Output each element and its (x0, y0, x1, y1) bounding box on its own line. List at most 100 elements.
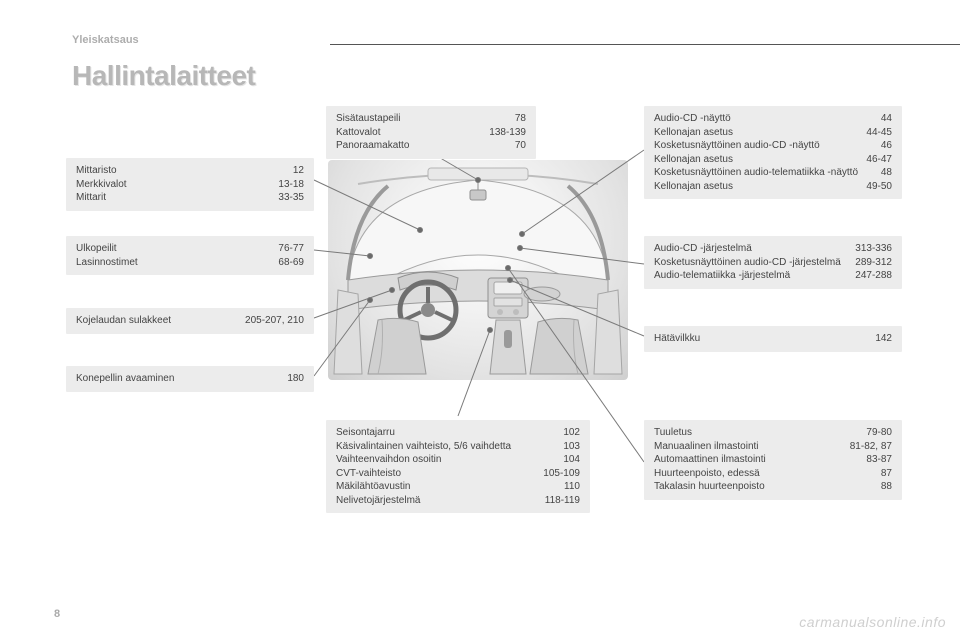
callout-label: Panoraamakatto (336, 139, 503, 153)
section-label: Yleiskatsaus (72, 34, 139, 46)
callout-page-ref: 110 (564, 480, 580, 494)
callout-label: Audio-CD -järjestelmä (654, 242, 843, 256)
callout-row: Sisätaustapeili 78 (336, 112, 526, 126)
callout-mirrors-windows: Ulkopeilit 76-77 Lasinnostimet 68-69 (66, 236, 314, 275)
callout-roof-mirror: Sisätaustapeili 78 Kattovalot 138-139Panora… (326, 106, 536, 159)
dashboard-svg (328, 160, 628, 380)
callout-transmission: Seisontajarru 102 Käsivalintainen vaihteis… (326, 420, 590, 513)
callout-label: Tuuletus (654, 426, 854, 440)
callout-row: Mittaristo 12 (76, 164, 304, 178)
callout-page-ref: 81-82, 87 (850, 440, 892, 454)
callout-label: Mittaristo (76, 164, 281, 178)
callout-row: CVT-vaihteisto 105-109 (336, 467, 580, 481)
callout-page-ref: 44 (881, 112, 892, 126)
callout-page-ref: 68-69 (278, 256, 304, 270)
callout-row: Kattovalot 138-139 (336, 126, 526, 140)
callout-page-ref: 104 (563, 453, 580, 467)
callout-row: Kellonajan asetus 44-45 (654, 126, 892, 140)
page-number: 8 (54, 608, 60, 620)
header-rule (330, 44, 960, 45)
dashboard-illustration (328, 160, 628, 380)
callout-label: Kosketusnäyttöinen audio-CD -järjestelmä (654, 256, 843, 270)
callout-row: Manuaalinen ilmastointi81-82, 87 (654, 440, 892, 454)
callout-label: Lasinnostimet (76, 256, 266, 270)
callout-instruments: Mittaristo12Merkkivalot13-18Mittarit33-3… (66, 158, 314, 211)
callout-page-ref: 87 (881, 467, 892, 481)
callout-label: Audio-CD -näyttö (654, 112, 869, 126)
callout-row: Seisontajarru 102 (336, 426, 580, 440)
callout-row: Kosketusnäyttöinen audio-CD -järjestelmä… (654, 256, 892, 270)
callout-row: Audio-telematiikka -järjestelmä247-288 (654, 269, 892, 283)
callout-row: Kojelaudan sulakkeet205-207, 210 (76, 314, 304, 328)
manual-page: Yleiskatsaus Hallintalaitteet (0, 0, 960, 640)
callout-label: Kosketusnäyttöinen audio-telematiikka -n… (654, 166, 869, 180)
callout-page-ref: 49-50 (866, 180, 892, 194)
callout-hazard: Hätävilkku 142 (644, 326, 902, 352)
callout-page-ref: 79-80 (866, 426, 892, 440)
callout-row: Audio-CD -näyttö 44 (654, 112, 892, 126)
callout-audio-system: Audio-CD -järjestelmä313-336Kosketusnäyt… (644, 236, 902, 289)
page-title: Hallintalaitteet (72, 60, 255, 92)
callout-row: Automaattinen ilmastointi 83-87 (654, 453, 892, 467)
section-label-text: Yleiskatsaus (72, 34, 139, 46)
callout-page-ref: 102 (563, 426, 580, 440)
callout-page-ref: 138-139 (489, 126, 526, 140)
callout-row: Mäkilähtöavustin 110 (336, 480, 580, 494)
callout-page-ref: 118-119 (545, 494, 580, 508)
callout-label: Sisätaustapeili (336, 112, 503, 126)
watermark: carmanualsonline.info (799, 614, 946, 630)
callout-page-ref: 33-35 (278, 191, 304, 205)
callout-page-ref: 12 (293, 164, 304, 178)
callout-label: Audio-telematiikka -järjestelmä (654, 269, 843, 283)
callout-label: Ulkopeilit (76, 242, 266, 256)
callout-label: Nelivetojärjestelmä (336, 494, 533, 508)
callout-page-ref: 46 (881, 139, 892, 153)
callout-row: Lasinnostimet 68-69 (76, 256, 304, 270)
callout-row: Ulkopeilit 76-77 (76, 242, 304, 256)
callout-label: Kellonajan asetus (654, 153, 854, 167)
callout-label: CVT-vaihteisto (336, 467, 531, 481)
callout-row: Kosketusnäyttöinen audio-CD -näyttö 46 (654, 139, 892, 153)
callout-label: Käsivalintainen vaihteisto, 5/6 vaihdett… (336, 440, 551, 454)
callout-label: Mittarit (76, 191, 266, 205)
callout-row: Tuuletus 79-80 (654, 426, 892, 440)
callout-row: Mittarit 33-35 (76, 191, 304, 205)
callout-page-ref: 70 (515, 139, 526, 153)
callout-audio-display: Audio-CD -näyttö 44 Kellonajan asetus 44-45… (644, 106, 902, 199)
callout-label: Takalasin huurteenpoisto (654, 480, 869, 494)
callout-page-ref: 46-47 (866, 153, 892, 167)
callout-page-ref: 76-77 (278, 242, 304, 256)
callout-row: Kosketusnäyttöinen audio-telematiikka -n… (654, 166, 892, 180)
callout-page-ref: 142 (875, 332, 892, 346)
callout-page-ref: 78 (515, 112, 526, 126)
callout-fuses: Kojelaudan sulakkeet205-207, 210 (66, 308, 314, 334)
callout-label: Konepellin avaaminen (76, 372, 275, 386)
callout-label: Mäkilähtöavustin (336, 480, 552, 494)
callout-label: Kellonajan asetus (654, 126, 854, 140)
callout-row: Huurteenpoisto, edessä 87 (654, 467, 892, 481)
callout-label: Kosketusnäyttöinen audio-CD -näyttö (654, 139, 869, 153)
callout-row: Audio-CD -järjestelmä 313-336 (654, 242, 892, 256)
callout-label: Hätävilkku (654, 332, 863, 346)
callout-label: Vaihteenvaihdon osoitin (336, 453, 551, 467)
callout-row: Käsivalintainen vaihteisto, 5/6 vaihdett… (336, 440, 580, 454)
callout-bonnet: Konepellin avaaminen 180 (66, 366, 314, 392)
callout-row: Konepellin avaaminen 180 (76, 372, 304, 386)
callout-page-ref: 44-45 (866, 126, 892, 140)
callout-label: Seisontajarru (336, 426, 551, 440)
callout-page-ref: 105-109 (543, 467, 580, 481)
callout-row: Vaihteenvaihdon osoitin 104 (336, 453, 580, 467)
callout-page-ref: 83-87 (866, 453, 892, 467)
callout-page-ref: 13-18 (278, 178, 304, 192)
callout-label: Huurteenpoisto, edessä (654, 467, 869, 481)
callout-page-ref: 313-336 (855, 242, 892, 256)
callout-page-ref: 103 (563, 440, 580, 454)
callout-page-ref: 88 (881, 480, 892, 494)
callout-page-ref: 180 (287, 372, 304, 386)
callout-page-ref: 48 (881, 166, 892, 180)
callout-label: Kattovalot (336, 126, 477, 140)
callout-climate: Tuuletus 79-80Manuaalinen ilmastointi81-8… (644, 420, 902, 500)
callout-page-ref: 205-207, 210 (245, 314, 304, 328)
callout-label: Automaattinen ilmastointi (654, 453, 854, 467)
callout-row: Nelivetojärjestelmä 118-119 (336, 494, 580, 508)
